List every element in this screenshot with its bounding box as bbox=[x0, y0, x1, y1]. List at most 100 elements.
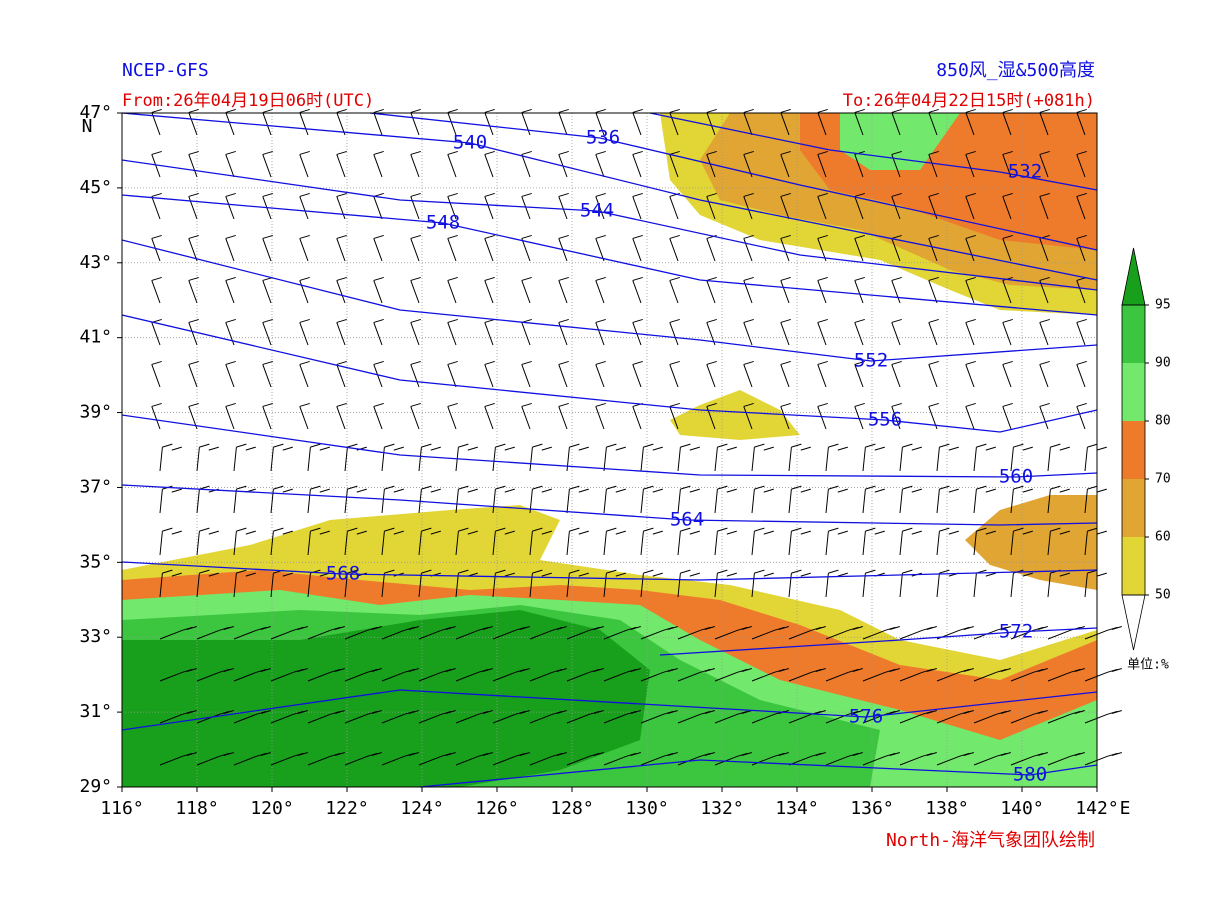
y-tick-label: 29° bbox=[79, 776, 112, 797]
wind-barb bbox=[862, 527, 885, 556]
wind-barb bbox=[1047, 709, 1085, 724]
wind-barb bbox=[558, 360, 569, 388]
wind-barb bbox=[381, 751, 419, 766]
contour-label: 552 bbox=[854, 350, 888, 372]
wind-barb bbox=[632, 360, 643, 388]
wind-barb bbox=[862, 751, 900, 766]
wind-barb bbox=[743, 402, 754, 430]
wind-barb bbox=[492, 667, 530, 682]
colorbar-label: 60 bbox=[1155, 530, 1171, 545]
wind-barb bbox=[788, 625, 826, 640]
wind-barb bbox=[1047, 527, 1070, 556]
wind-barb bbox=[595, 150, 606, 178]
wind-barb bbox=[299, 234, 310, 262]
wind-barb bbox=[1047, 667, 1085, 682]
wind-barb bbox=[780, 360, 791, 388]
wind-barb bbox=[270, 667, 308, 682]
wind-barb bbox=[603, 569, 626, 598]
wind-barb bbox=[188, 150, 199, 178]
wind-barb bbox=[410, 318, 421, 346]
wind-barb bbox=[965, 276, 976, 304]
wind-barb bbox=[270, 625, 308, 640]
wind-barb bbox=[669, 108, 680, 136]
wind-barb bbox=[381, 709, 419, 724]
wind-barb bbox=[891, 318, 902, 346]
humidity-area bbox=[670, 390, 800, 440]
wind-barb bbox=[780, 318, 791, 346]
contour-label: 556 bbox=[868, 409, 902, 431]
wind-barb bbox=[640, 667, 678, 682]
contour-label: 548 bbox=[426, 212, 460, 234]
x-tick-label: 124° bbox=[400, 798, 443, 819]
wind-barb bbox=[233, 569, 256, 598]
wind-barb bbox=[788, 667, 826, 682]
wind-barb bbox=[854, 318, 865, 346]
wind-barb bbox=[965, 318, 976, 346]
wind-barb bbox=[714, 569, 737, 598]
contour-line bbox=[121, 112, 1098, 281]
contour-line bbox=[121, 239, 1098, 362]
wind-barb bbox=[899, 485, 922, 514]
wind-barb bbox=[714, 625, 752, 640]
contour-label: 560 bbox=[999, 466, 1033, 488]
wind-barb bbox=[780, 234, 791, 262]
y-tick-label: 43° bbox=[79, 252, 112, 273]
wind-barb bbox=[529, 527, 552, 556]
credit: North-海洋气象团队绘制 bbox=[886, 830, 1095, 851]
wind-barb bbox=[1047, 751, 1085, 766]
wind-barb bbox=[262, 360, 273, 388]
wind-barb bbox=[965, 360, 976, 388]
colorbar-segment bbox=[1122, 537, 1145, 595]
wind-barb bbox=[928, 318, 939, 346]
contour-line bbox=[121, 159, 1098, 291]
wind-barb bbox=[225, 360, 236, 388]
contour-line bbox=[369, 112, 1098, 251]
wind-barb bbox=[640, 443, 663, 472]
wind-barb bbox=[455, 751, 493, 766]
wind-barb bbox=[418, 625, 456, 640]
wind-barb bbox=[484, 108, 495, 136]
wind-barb bbox=[299, 318, 310, 346]
wind-barb bbox=[521, 402, 532, 430]
wind-barb bbox=[233, 751, 271, 766]
wind-barb bbox=[566, 443, 589, 472]
y-tick-label: 33° bbox=[79, 626, 112, 647]
wind-barb bbox=[307, 443, 330, 472]
wind-barb bbox=[410, 150, 421, 178]
wind-barb bbox=[751, 569, 774, 598]
contour-label: 540 bbox=[453, 132, 487, 154]
colorbar-segment bbox=[1122, 363, 1145, 421]
wind-barb bbox=[521, 234, 532, 262]
wind-barb bbox=[640, 569, 663, 598]
wind-barb bbox=[854, 360, 865, 388]
wind-barb bbox=[817, 234, 828, 262]
wind-barb bbox=[344, 751, 382, 766]
wind-barb bbox=[484, 276, 495, 304]
wind-barb bbox=[854, 276, 865, 304]
wind-barb bbox=[381, 625, 419, 640]
wind-barb bbox=[714, 709, 752, 724]
wind-barb bbox=[262, 402, 273, 430]
wind-barb bbox=[529, 625, 567, 640]
wind-barb bbox=[1039, 108, 1050, 136]
wind-barb bbox=[706, 360, 717, 388]
wind-barb bbox=[307, 751, 345, 766]
wind-barb bbox=[632, 234, 643, 262]
wind-barb bbox=[492, 751, 530, 766]
wind-barb bbox=[336, 234, 347, 262]
wind-barb bbox=[640, 485, 663, 514]
wind-barb bbox=[595, 192, 606, 220]
wind-barb bbox=[521, 360, 532, 388]
x-tick-label: 132° bbox=[700, 798, 743, 819]
wind-barb bbox=[447, 150, 458, 178]
wind-barb bbox=[418, 527, 441, 556]
wind-barb bbox=[1039, 276, 1050, 304]
init-time: From:26年04月19日06时(UTC) bbox=[122, 91, 374, 111]
x-tick-label: 130° bbox=[625, 798, 668, 819]
wind-barb bbox=[373, 108, 384, 136]
wind-barb bbox=[188, 276, 199, 304]
wind-barb bbox=[1039, 192, 1050, 220]
wind-barb bbox=[307, 485, 330, 514]
wind-barb bbox=[751, 443, 774, 472]
wind-barb bbox=[677, 527, 700, 556]
